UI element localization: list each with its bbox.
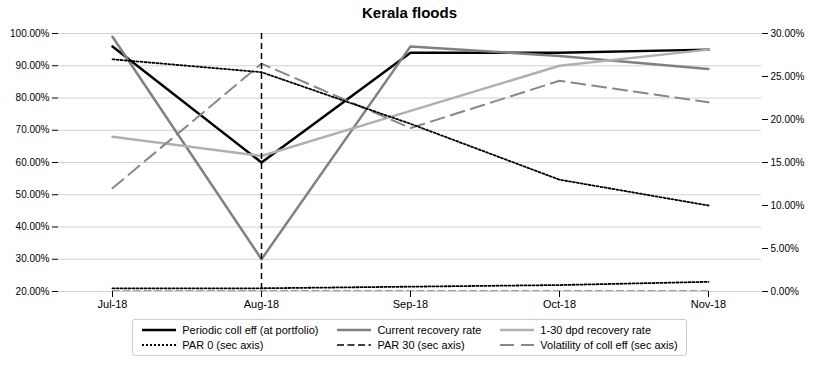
svg-text:20.00%: 20.00%	[771, 114, 805, 125]
svg-text:100.00%: 100.00%	[10, 28, 50, 39]
html-text:PAR 0 (sec axis): PAR 0 (sec axis)	[182, 339, 264, 351]
svg-text:0.00%: 0.00%	[771, 286, 799, 297]
svg-text:15.00%: 15.00%	[771, 157, 805, 168]
svg-text:20.00%: 20.00%	[16, 286, 50, 297]
svg-text:40.00%: 40.00%	[16, 221, 50, 232]
svg-text:10.00%: 10.00%	[771, 200, 805, 211]
svg-text:5.00%: 5.00%	[771, 243, 799, 254]
svg-text:50.00%: 50.00%	[16, 189, 50, 200]
html-text:Current recovery rate: Current recovery rate	[377, 324, 482, 336]
svg-text:60.00%: 60.00%	[16, 157, 50, 168]
svg-text:70.00%: 70.00%	[16, 124, 50, 135]
svg-text:Sep-18: Sep-18	[393, 298, 428, 310]
svg-text:Nov-18: Nov-18	[691, 298, 726, 310]
svg-text:90.00%: 90.00%	[16, 60, 50, 71]
svg-text:Oct-18: Oct-18	[543, 298, 576, 310]
svg-text:Jul-18: Jul-18	[98, 298, 128, 310]
svg-text:Aug-18: Aug-18	[244, 298, 279, 310]
html-text:Periodic coll eff (at portfoli: Periodic coll eff (at portfolio)	[182, 324, 319, 336]
svg-text:30.00%: 30.00%	[16, 253, 50, 264]
html-text:Kerala floods: Kerala floods	[362, 4, 457, 21]
html-text:Volatility of coll eff (sec ax: Volatility of coll eff (sec axis)	[540, 339, 678, 351]
html-text:PAR 30 (sec axis): PAR 30 (sec axis)	[377, 339, 465, 351]
svg-text:25.00%: 25.00%	[771, 71, 805, 82]
html-text:1-30 dpd recovery rate: 1-30 dpd recovery rate	[540, 324, 651, 336]
svg-text:80.00%: 80.00%	[16, 92, 50, 103]
svg-text:30.00%: 30.00%	[771, 28, 805, 39]
